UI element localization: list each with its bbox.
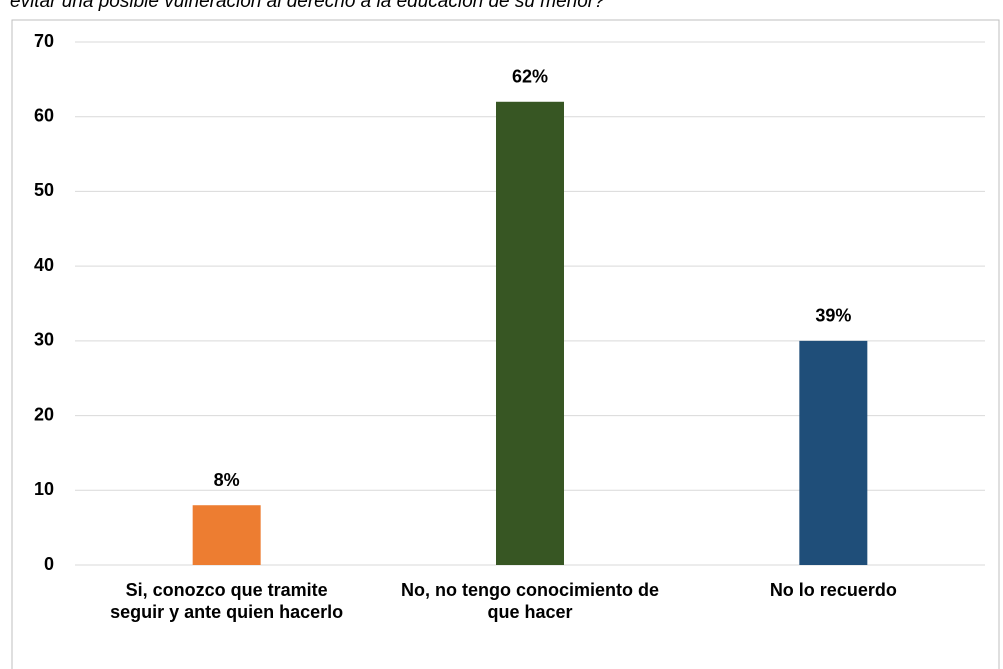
chart-border xyxy=(11,19,1000,669)
bar xyxy=(496,101,564,566)
y-tick-label: 30 xyxy=(34,330,54,350)
y-tick-label: 20 xyxy=(34,404,54,424)
y-tick-label: 10 xyxy=(34,479,54,499)
y-tick-label: 40 xyxy=(34,255,54,275)
data-label: 39% xyxy=(815,306,851,326)
chart-title: evitar una posible vulneración al derech… xyxy=(10,0,605,12)
bar xyxy=(192,505,261,565)
y-tick-label: 50 xyxy=(34,180,54,200)
x-tick-label: Si, conozco que tramite seguir y ante qu… xyxy=(110,580,344,622)
data-label: 62% xyxy=(512,67,548,87)
y-tick-label: 70 xyxy=(34,31,54,51)
x-tick-label: No lo recuerdo xyxy=(769,580,897,600)
x-tick-label: No, no tengo conocimiento de que hacer xyxy=(401,580,659,622)
data-label: 8% xyxy=(214,470,240,490)
bar xyxy=(799,340,868,565)
y-tick-label: 60 xyxy=(34,105,54,125)
y-tick-label: 0 xyxy=(44,554,54,574)
